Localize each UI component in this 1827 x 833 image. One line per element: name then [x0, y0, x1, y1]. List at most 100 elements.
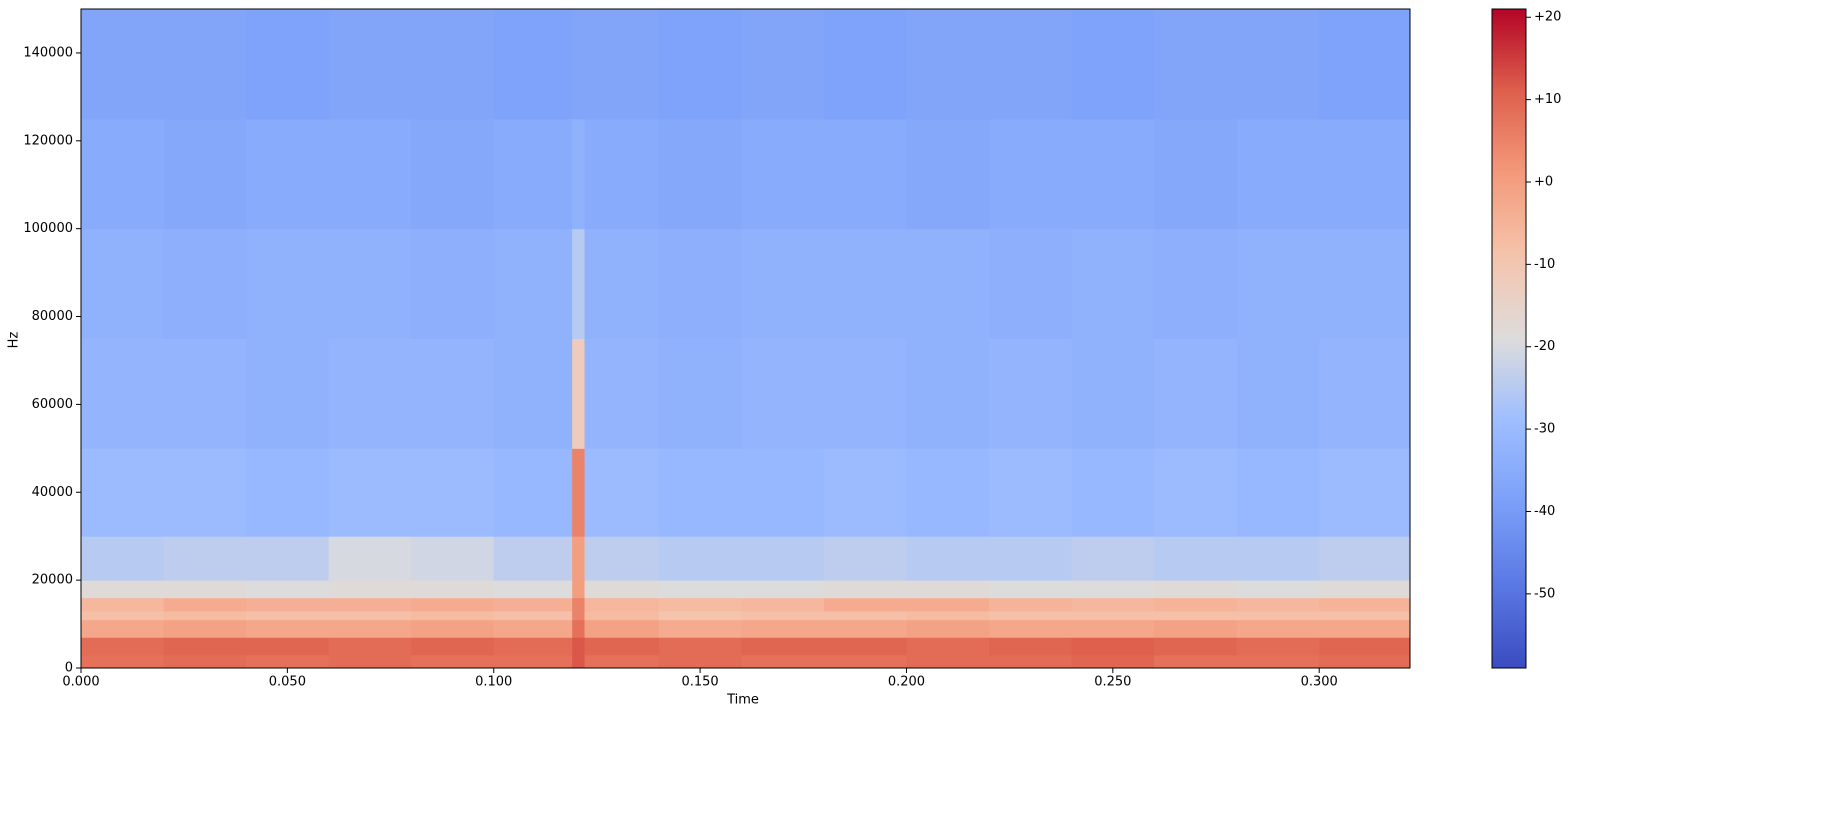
heatmap-cell [493, 597, 573, 612]
heatmap-cell [1319, 118, 1411, 230]
heatmap-cell [1154, 580, 1238, 599]
heatmap [81, 9, 1411, 669]
heatmap-cell [1154, 536, 1238, 581]
heatmap-cell [989, 654, 1073, 669]
heatmap-cell [906, 619, 990, 638]
heatmap-cell [1071, 536, 1155, 581]
y-tick-label: 60000 [32, 397, 73, 412]
heatmap-cell [163, 536, 247, 581]
heatmap-cell [1319, 338, 1411, 449]
heatmap-cell [81, 580, 165, 599]
heatmap-cell [906, 448, 990, 537]
heatmap-cell [823, 654, 907, 669]
heatmap-cell [81, 448, 165, 537]
heatmap-cell [246, 637, 330, 656]
heatmap-cell [328, 448, 412, 537]
heatmap-cell [823, 637, 907, 656]
heatmap-cell [584, 536, 660, 581]
heatmap-cell [163, 338, 247, 449]
heatmap-cell [163, 597, 247, 612]
heatmap-cell [1236, 580, 1320, 599]
heatmap-cell [1236, 228, 1320, 339]
heatmap-cell [328, 619, 412, 638]
heatmap-cell [411, 9, 495, 120]
heatmap-cell [1071, 228, 1155, 339]
heatmap-cell [572, 228, 586, 339]
heatmap-cell [989, 338, 1073, 449]
heatmap-cell [1071, 9, 1155, 120]
y-tick-label: 20000 [32, 573, 73, 588]
heatmap-cell [584, 610, 660, 621]
heatmap-cell [741, 9, 825, 120]
heatmap-cell [411, 228, 495, 339]
heatmap-cell [81, 338, 165, 449]
heatmap-cell [906, 536, 990, 581]
heatmap-cell [823, 580, 907, 599]
heatmap-cell [572, 637, 586, 656]
heatmap-cell [906, 9, 990, 120]
heatmap-cell [584, 118, 660, 230]
heatmap-cell [411, 338, 495, 449]
heatmap-cell [246, 338, 330, 449]
heatmap-cell [906, 338, 990, 449]
x-tick-label: 0.150 [681, 675, 718, 690]
heatmap-cell [81, 9, 165, 120]
colorbar-tick-label: +0 [1534, 174, 1553, 189]
heatmap-cell [741, 338, 825, 449]
heatmap-cell [246, 610, 330, 621]
heatmap-cell [1154, 9, 1238, 120]
heatmap-cell [906, 597, 990, 612]
heatmap-cell [989, 228, 1073, 339]
heatmap-cell [989, 118, 1073, 230]
heatmap-cell [411, 619, 495, 638]
heatmap-cell [906, 228, 990, 339]
heatmap-cell [493, 619, 573, 638]
heatmap-cell [823, 619, 907, 638]
y-tick-label: 100000 [23, 221, 73, 236]
heatmap-cell [584, 9, 660, 120]
heatmap-cell [906, 118, 990, 230]
heatmap-cell [658, 654, 742, 669]
heatmap-cell [741, 448, 825, 537]
heatmap-cell [741, 610, 825, 621]
heatmap-cell [1154, 448, 1238, 537]
heatmap-cell [823, 338, 907, 449]
heatmap-cell [1236, 619, 1320, 638]
heatmap-cell [411, 610, 495, 621]
heatmap-cell [411, 448, 495, 537]
y-tick-label: 120000 [23, 133, 73, 148]
heatmap-cell [741, 228, 825, 339]
y-tick-label: 0 [65, 661, 73, 676]
heatmap-cell [584, 448, 660, 537]
heatmap-cell [246, 597, 330, 612]
heatmap-cell [1236, 9, 1320, 120]
heatmap-cell [658, 448, 742, 537]
heatmap-cell [584, 228, 660, 339]
colorbar-tick-label: +10 [1534, 92, 1561, 107]
heatmap-cell [1236, 536, 1320, 581]
heatmap-cell [81, 536, 165, 581]
heatmap-cell [572, 9, 586, 120]
heatmap-cell [1071, 654, 1155, 669]
heatmap-cell [823, 610, 907, 621]
heatmap-cell [81, 619, 165, 638]
heatmap-cell [906, 580, 990, 599]
heatmap-cell [328, 610, 412, 621]
colorbar-tick-label: -20 [1534, 339, 1555, 354]
x-tick-label: 0.000 [62, 675, 99, 690]
heatmap-cell [1154, 118, 1238, 230]
heatmap-cell [328, 637, 412, 656]
y-tick-label: 140000 [23, 45, 73, 60]
heatmap-cell [1071, 610, 1155, 621]
heatmap-cell [411, 654, 495, 669]
heatmap-cell [584, 637, 660, 656]
heatmap-cell [163, 580, 247, 599]
x-tick-label: 0.050 [269, 675, 306, 690]
heatmap-cell [493, 536, 573, 581]
heatmap-cell [328, 654, 412, 669]
heatmap-cell [658, 9, 742, 120]
heatmap-cell [1319, 228, 1411, 339]
plot-frame [80, 8, 1411, 669]
heatmap-cell [493, 338, 573, 449]
